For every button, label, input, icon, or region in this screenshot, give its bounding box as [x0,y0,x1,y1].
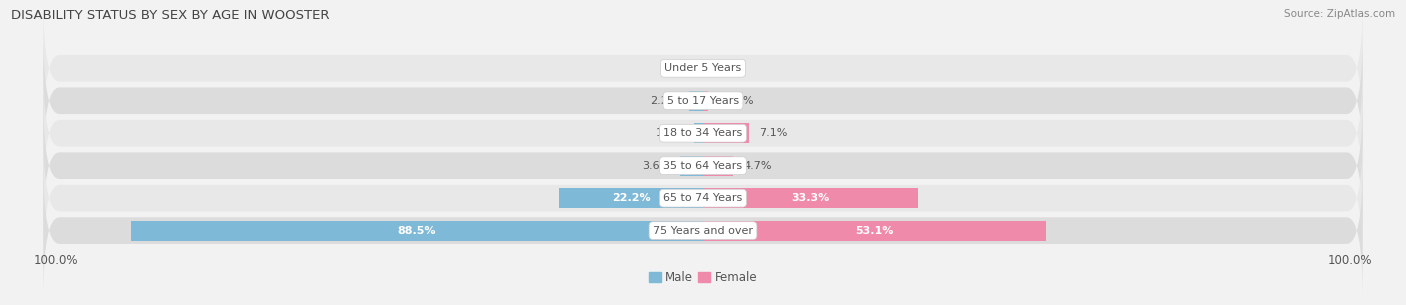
Bar [689,91,703,111]
FancyBboxPatch shape [44,33,1362,169]
Text: 5 to 17 Years: 5 to 17 Years [666,96,740,106]
Text: 2.2%: 2.2% [651,96,679,106]
Text: 18 to 34 Years: 18 to 34 Years [664,128,742,138]
Text: 3.6%: 3.6% [641,161,671,171]
Text: 0.0%: 0.0% [713,63,741,73]
Text: Under 5 Years: Under 5 Years [665,63,741,73]
Text: 4.7%: 4.7% [744,161,772,171]
FancyBboxPatch shape [44,98,1362,234]
Text: 0.0%: 0.0% [665,63,693,73]
Bar [679,156,703,176]
Bar [560,188,703,208]
Text: Source: ZipAtlas.com: Source: ZipAtlas.com [1284,9,1395,19]
Text: 0.79%: 0.79% [718,96,754,106]
Text: 35 to 64 Years: 35 to 64 Years [664,161,742,171]
Text: DISABILITY STATUS BY SEX BY AGE IN WOOSTER: DISABILITY STATUS BY SEX BY AGE IN WOOST… [11,9,330,22]
Text: 7.1%: 7.1% [759,128,787,138]
FancyBboxPatch shape [44,65,1362,201]
Text: 88.5%: 88.5% [398,226,436,236]
Text: 65 to 74 Years: 65 to 74 Years [664,193,742,203]
Text: 22.2%: 22.2% [612,193,651,203]
Text: 53.1%: 53.1% [855,226,894,236]
FancyBboxPatch shape [44,163,1362,299]
FancyBboxPatch shape [44,130,1362,266]
Bar [703,156,734,176]
Bar [703,123,749,143]
Bar [703,188,918,208]
Text: 75 Years and over: 75 Years and over [652,226,754,236]
Bar [703,221,1046,241]
Bar [703,91,709,111]
FancyBboxPatch shape [44,0,1362,136]
Legend: Male, Female: Male, Female [644,266,762,289]
Text: 1.4%: 1.4% [655,128,685,138]
Bar [131,221,703,241]
Text: 33.3%: 33.3% [792,193,830,203]
Bar [695,123,703,143]
